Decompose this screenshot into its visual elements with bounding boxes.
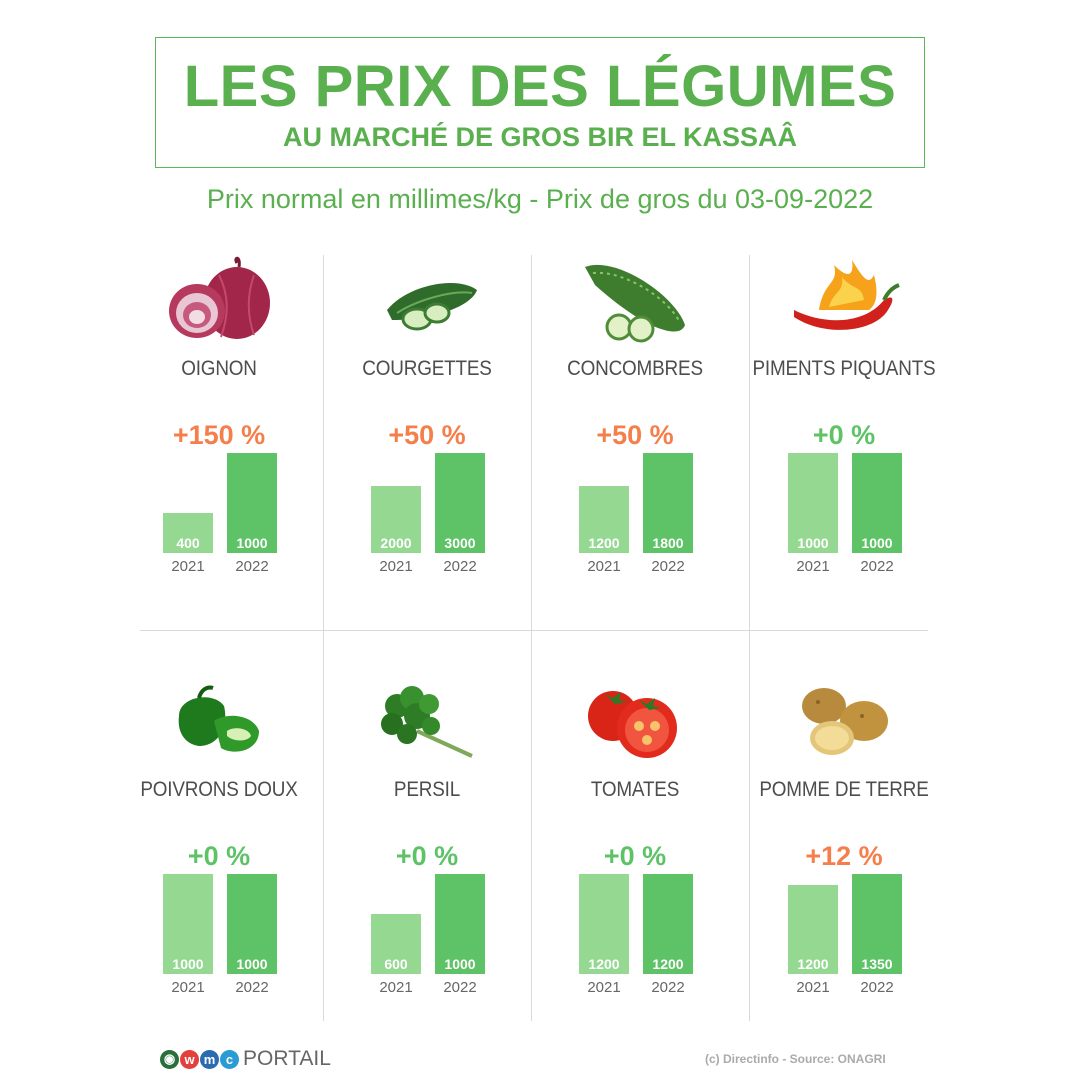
year-label: 2021	[796, 979, 830, 996]
price-chart-pomme-de-terre: POMME DE TERRE +12 % 1200 2021 1350 2022	[740, 676, 948, 1056]
logo-letter-m: m	[200, 1049, 219, 1069]
bar-2021: 1200	[579, 874, 629, 974]
year-label: 2021	[171, 979, 205, 996]
change-percent: +0 %	[812, 420, 876, 450]
price-chart-tomates: TOMATES +0 % 1200 2021 1200 2022	[531, 676, 739, 1056]
year-label: 2021	[796, 558, 830, 575]
bar-2022: 3000	[435, 453, 485, 553]
year-label: 2022	[235, 558, 269, 575]
bar-2022: 1800	[643, 453, 693, 553]
price-chart-courgettes: COURGETTES +50 % 2000 2021 3000 2022	[323, 255, 531, 635]
bar-2022: 1000	[227, 874, 277, 974]
price-chart-piments-piquants: PIMENTS PIQUANTS +0 % 1000 2021 1000 2022	[740, 255, 948, 635]
logo-letter-w: w	[180, 1049, 199, 1069]
parsley-icon	[367, 676, 487, 766]
hot-pepper-icon	[784, 255, 904, 345]
logo-globe-icon: ◉	[160, 1049, 179, 1069]
onion-icon	[159, 255, 279, 345]
page-subtitle: AU MARCHÉ DE GROS BIR EL KASSAÂ	[282, 122, 798, 152]
bar-value-label: 1000	[797, 535, 829, 551]
grid-divider	[531, 255, 532, 633]
bar-2021: 2000	[371, 486, 421, 553]
bar-value-label: 1200	[652, 956, 684, 972]
bar-value-label: 1350	[861, 956, 893, 972]
bar-2021: 1200	[579, 486, 629, 553]
bar-value-label: 1200	[588, 956, 620, 972]
grid-divider	[323, 631, 324, 1021]
vegetable-name: PIMENTS PIQUANTS	[752, 357, 936, 380]
year-label: 2021	[587, 558, 621, 575]
bar-2021: 1200	[788, 885, 838, 974]
bar-2022: 1350	[852, 874, 902, 974]
change-percent: +12 %	[805, 841, 883, 871]
cucumber-icon	[575, 255, 695, 345]
vegetable-name: TOMATES	[590, 778, 680, 801]
bar-2021: 600	[371, 914, 421, 974]
bar-value-label: 600	[384, 956, 408, 972]
logo-text: PORTAIL	[243, 1047, 331, 1070]
bar-value-label: 1000	[444, 956, 476, 972]
year-label: 2022	[443, 558, 477, 575]
zucchini-icon	[367, 255, 487, 345]
bar-2022: 1200	[643, 874, 693, 974]
price-chart-oignon: OIGNON +150 % 400 2021 1000 2022	[115, 255, 323, 635]
year-label: 2022	[860, 979, 894, 996]
bar-value-label: 2000	[380, 535, 412, 551]
vegetable-name: COURGETTES	[362, 357, 492, 380]
bar-value-label: 1800	[652, 535, 684, 551]
bar-value-label: 400	[176, 535, 200, 551]
bar-value-label: 3000	[444, 535, 476, 551]
year-label: 2022	[860, 558, 894, 575]
change-percent: +0 %	[395, 841, 459, 871]
grid-divider	[749, 631, 750, 1021]
logo-letter-c: c	[220, 1049, 239, 1069]
change-percent: +0 %	[603, 841, 667, 871]
change-percent: +0 %	[187, 841, 251, 871]
source-credit: (c) Directinfo - Source: ONAGRI	[705, 1052, 886, 1066]
bar-value-label: 1000	[236, 956, 268, 972]
price-chart-concombres: CONCOMBRES +50 % 1200 2021 1800 2022	[531, 255, 739, 635]
grid-divider	[323, 255, 324, 633]
bar-2021: 1000	[163, 874, 213, 974]
bell-pepper-icon	[159, 676, 279, 766]
year-label: 2022	[443, 979, 477, 996]
price-chart-persil: PERSIL +0 % 600 2021 1000 2022	[323, 676, 531, 1056]
change-percent: +150 %	[172, 420, 266, 450]
price-caption: Prix normal en millimes/kg - Prix de gro…	[206, 184, 874, 214]
year-label: 2021	[587, 979, 621, 996]
grid-divider	[749, 255, 750, 633]
bar-2021: 400	[163, 513, 213, 553]
potato-icon	[784, 676, 904, 766]
vegetable-name: POIVRONS DOUX	[140, 778, 298, 801]
vegetable-name: CONCOMBRES	[567, 357, 703, 380]
tomato-icon	[575, 676, 695, 766]
title-box: LES PRIX DES LÉGUMES AU MARCHÉ DE GROS B…	[155, 37, 925, 168]
grid-divider	[140, 630, 928, 631]
year-label: 2021	[379, 979, 413, 996]
price-chart-poivrons-doux: POIVRONS DOUX +0 % 1000 2021 1000 2022	[115, 676, 323, 1056]
bar-2021: 1000	[788, 453, 838, 553]
year-label: 2022	[235, 979, 269, 996]
bar-2022: 1000	[435, 874, 485, 974]
vegetable-name: POMME DE TERRE	[759, 778, 929, 801]
bar-value-label: 1000	[236, 535, 268, 551]
bar-value-label: 1200	[588, 535, 620, 551]
bar-value-label: 1200	[797, 956, 829, 972]
year-label: 2022	[651, 979, 685, 996]
grid-divider	[531, 631, 532, 1021]
page-title: LES PRIX DES LÉGUMES	[183, 54, 897, 119]
year-label: 2021	[171, 558, 205, 575]
change-percent: +50 %	[388, 420, 466, 450]
vegetable-name: OIGNON	[181, 357, 257, 380]
bar-value-label: 1000	[861, 535, 893, 551]
year-label: 2022	[651, 558, 685, 575]
bar-2022: 1000	[227, 453, 277, 553]
change-percent: +50 %	[596, 420, 674, 450]
vegetable-name: PERSIL	[393, 778, 461, 801]
bar-2022: 1000	[852, 453, 902, 553]
year-label: 2021	[379, 558, 413, 575]
wmc-portail-logo: ◉ w m c PORTAIL	[160, 1047, 331, 1070]
bar-value-label: 1000	[172, 956, 204, 972]
